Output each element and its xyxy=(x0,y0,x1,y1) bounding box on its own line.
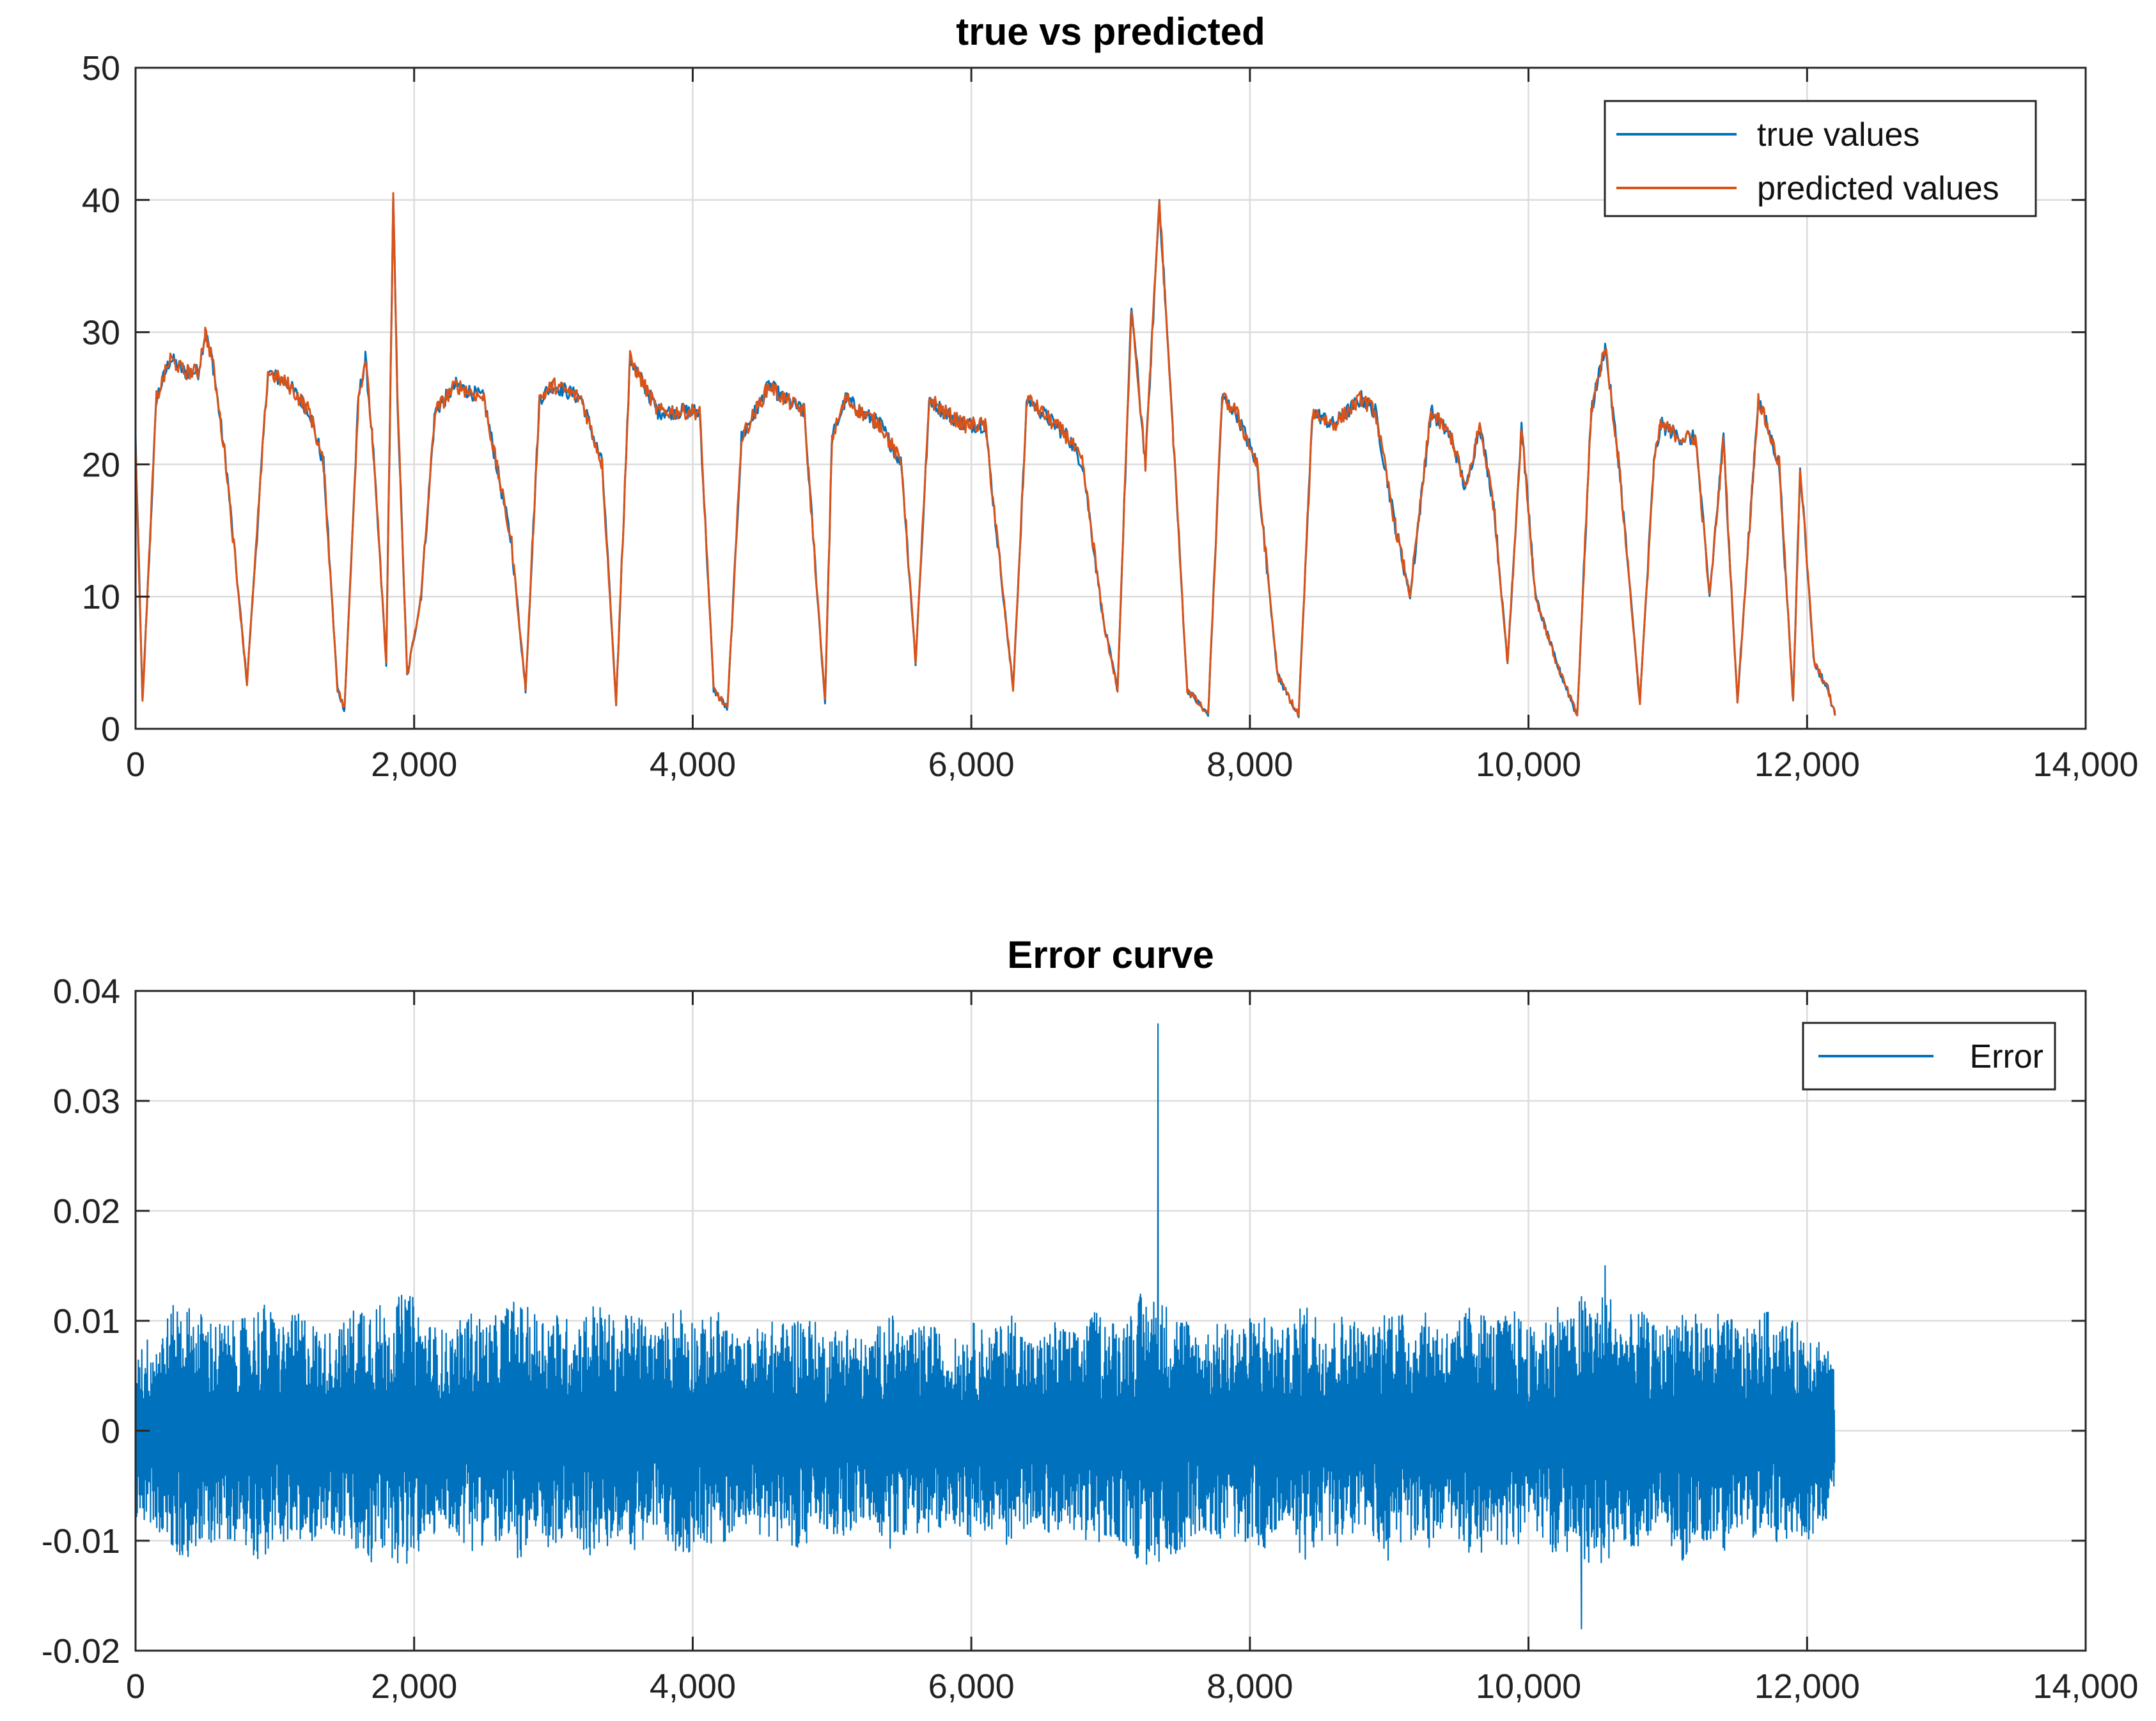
y-tick-label: 0 xyxy=(101,1412,120,1451)
top-plot-ticks: 0 2,000 4,000 6,000 8,000 10,000 12,000 14,000 0… xyxy=(82,49,2139,784)
x-tick-label: 6,000 xyxy=(928,745,1015,784)
bottom-plot-ticks: 0 2,000 4,000 6,000 8,000 10,000 12,000 14,000 -… xyxy=(42,972,2139,1706)
x-tick-label: 10,000 xyxy=(1476,1667,1581,1706)
bottom-plot-legend: Error xyxy=(1802,1022,2056,1091)
legend-label-predicted-values: predicted values xyxy=(1757,170,1999,207)
x-tick-label: 8,000 xyxy=(1207,1667,1293,1706)
y-tick-label: 0.03 xyxy=(53,1082,120,1121)
top-plot: true vs predicted 0 2,000 4,000 6,000 8,000 1… xyxy=(82,10,2139,784)
x-tick-label: 6,000 xyxy=(928,1667,1015,1706)
y-tick-label: 10 xyxy=(82,578,120,616)
series-line-error xyxy=(134,1023,1836,1630)
bottom-plot-series xyxy=(134,1023,1836,1630)
y-tick-label: 20 xyxy=(82,446,120,484)
x-tick-label: 4,000 xyxy=(650,745,736,784)
x-tick-label: 0 xyxy=(126,1667,145,1706)
y-tick-label: 30 xyxy=(82,314,120,352)
y-tick-label: 40 xyxy=(82,182,120,220)
x-tick-label: 10,000 xyxy=(1476,745,1581,784)
x-tick-label: 2,000 xyxy=(371,745,457,784)
y-tick-label: 0.01 xyxy=(53,1302,120,1341)
x-tick-label: 12,000 xyxy=(1754,745,1860,784)
y-tick-label: -0.02 xyxy=(42,1632,120,1670)
top-plot-title: true vs predicted xyxy=(956,10,1265,53)
y-tick-label: 0 xyxy=(101,710,120,749)
top-plot-frame xyxy=(134,66,2087,730)
y-tick-label: 0.04 xyxy=(53,972,120,1011)
top-plot-legend: true values predicted values xyxy=(1604,100,2037,217)
legend-box xyxy=(1604,100,2037,217)
x-tick-label: 4,000 xyxy=(650,1667,736,1706)
top-plot-series xyxy=(134,192,1836,719)
series-line-predicted-values xyxy=(134,192,1836,717)
legend-label-error: Error xyxy=(1969,1038,2043,1075)
y-tick-label: 50 xyxy=(82,49,120,88)
x-tick-label: 8,000 xyxy=(1207,745,1293,784)
x-tick-label: 12,000 xyxy=(1754,1667,1860,1706)
x-tick-label: 0 xyxy=(126,745,145,784)
y-tick-label: -0.01 xyxy=(42,1522,120,1561)
bottom-plot: Error curve 0 2,000 4,000 6,000 8,000 10,000 1… xyxy=(42,933,2139,1706)
legend-label-true-values: true values xyxy=(1757,116,1919,153)
x-tick-label: 14,000 xyxy=(2033,1667,2138,1706)
x-tick-label: 2,000 xyxy=(371,1667,457,1706)
y-tick-label: 0.02 xyxy=(53,1192,120,1231)
x-tick-label: 14,000 xyxy=(2033,745,2138,784)
bottom-plot-title: Error curve xyxy=(1007,933,1214,976)
